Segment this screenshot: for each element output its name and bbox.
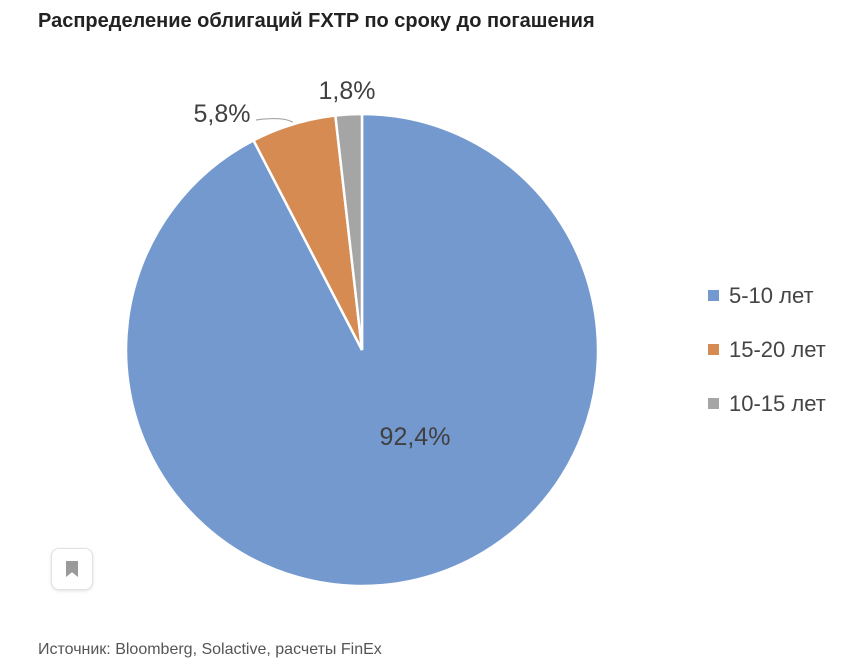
legend-item-5-10: 5-10 лет (708, 282, 826, 309)
legend-label-5-10: 5-10 лет (729, 282, 814, 308)
source-caption: Источник: Bloomberg, Solactive, расчеты … (38, 641, 382, 658)
legend-label-15-20: 15-20 лет (729, 336, 826, 362)
bookmark-button[interactable] (51, 548, 93, 590)
page-title: Распределение облигаций FXTP по сроку до… (38, 10, 595, 32)
chart-legend: 5-10 лет 15-20 лет 10-15 лет (708, 282, 826, 444)
legend-swatch-10-15 (708, 398, 719, 409)
legend-swatch-15-20 (708, 344, 719, 355)
leader-line-15-20-лет (255, 117, 294, 123)
legend-item-10-15: 10-15 лет (708, 390, 826, 417)
bookmark-icon (66, 561, 78, 577)
legend-swatch-5-10 (708, 290, 719, 301)
pie-slice-10-15-лет (333, 112, 364, 351)
data-label-10-15-лет: 1,8% (319, 77, 376, 105)
data-label-5-10-лет: 92,4% (380, 423, 451, 451)
data-label-15-20-лет: 5,8% (194, 100, 251, 128)
legend-label-10-15: 10-15 лет (729, 390, 826, 416)
legend-item-15-20: 15-20 лет (708, 336, 826, 363)
